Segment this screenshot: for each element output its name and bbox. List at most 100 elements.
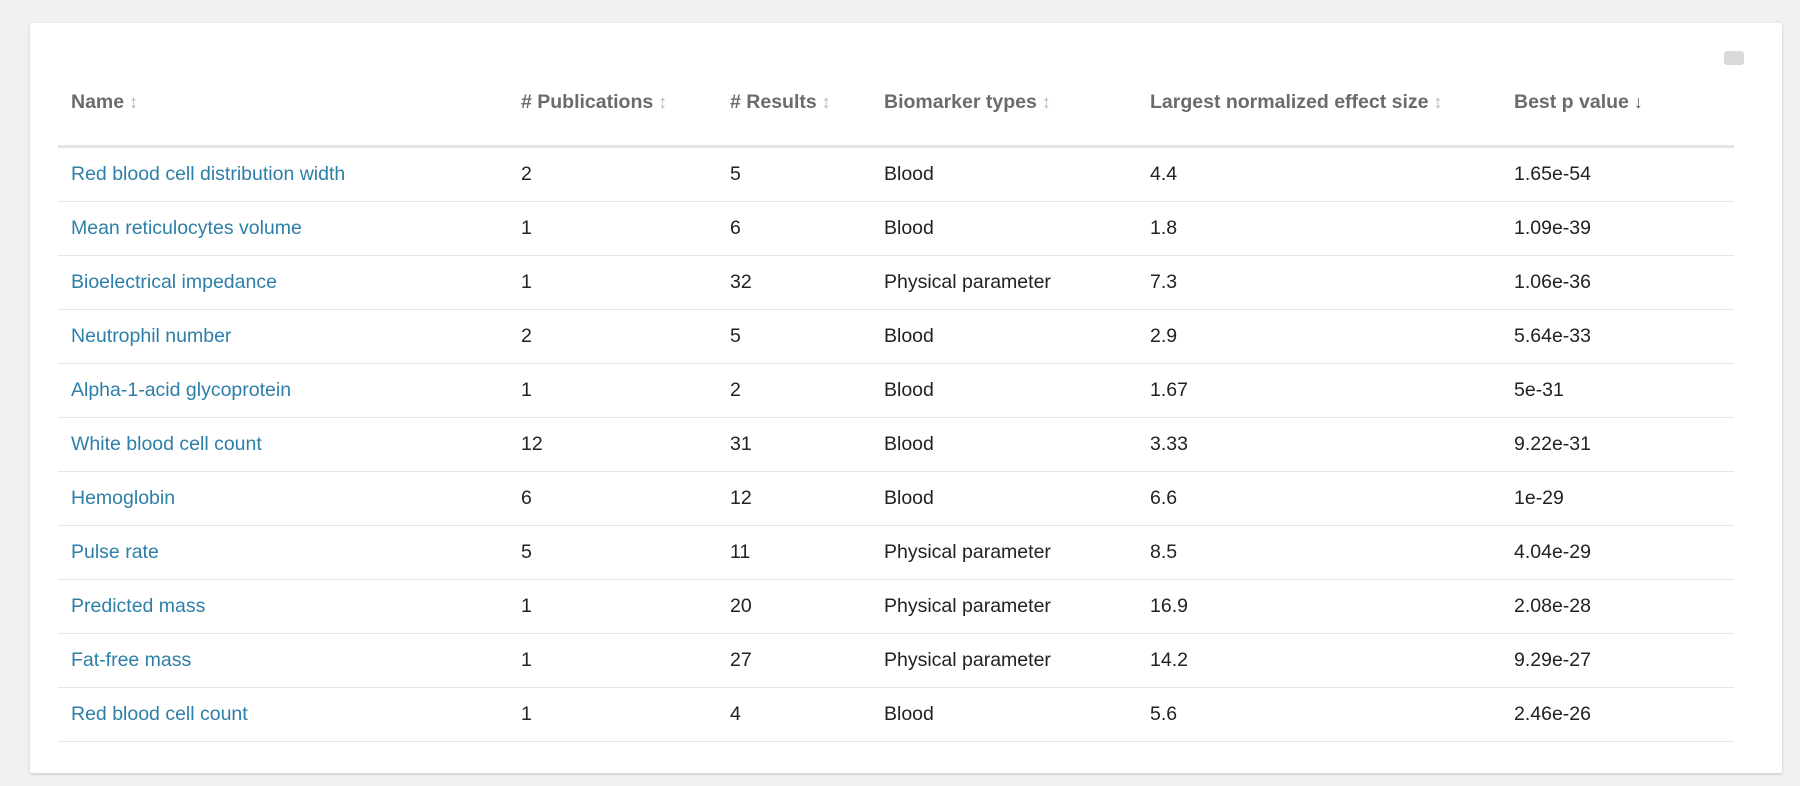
column-header-effect-size[interactable]: Largest normalized effect size ↕ bbox=[1137, 59, 1501, 148]
biomarker-type: Physical parameter bbox=[884, 649, 1051, 671]
table-cell: 5 bbox=[717, 309, 871, 364]
publications-count: 12 bbox=[521, 433, 543, 455]
table-cell: Physical parameter bbox=[871, 579, 1137, 634]
table-cell: 1.8 bbox=[1137, 201, 1501, 256]
biomarker-type: Blood bbox=[884, 325, 934, 347]
table-cell: White blood cell count bbox=[58, 417, 508, 472]
effect-size: 1.8 bbox=[1150, 217, 1178, 239]
biomarker-name-link[interactable]: Red blood cell distribution width bbox=[71, 163, 346, 185]
biomarker-type: Blood bbox=[884, 703, 934, 725]
table-cell: Blood bbox=[871, 363, 1137, 418]
best-p-value: 9.22e-31 bbox=[1514, 433, 1591, 455]
table-cell: 1.65e-54 bbox=[1501, 146, 1734, 202]
table-cell: Blood bbox=[871, 687, 1137, 742]
sort-icon[interactable]: ↕ bbox=[821, 91, 831, 112]
biomarker-name-link[interactable]: Bioelectrical impedance bbox=[71, 271, 277, 293]
table-cell: 32 bbox=[717, 255, 871, 310]
table-row: Predicted mass 1 20 Physical parameter 16.9 2… bbox=[58, 579, 1734, 634]
results-count: 20 bbox=[730, 595, 752, 617]
table-cell: Alpha-1-acid glycoprotein bbox=[58, 363, 508, 418]
biomarker-name-link[interactable]: Neutrophil number bbox=[71, 325, 232, 347]
table-row: Mean reticulocytes volume 1 6 Blood 1.8 1.09e… bbox=[58, 201, 1734, 256]
column-header-best-p-value[interactable]: Best p value ↓ bbox=[1501, 59, 1734, 148]
biomarker-table: Name ↕ # Publications ↕ # Results ↕ Biomark… bbox=[58, 59, 1734, 742]
best-p-value: 1.06e-36 bbox=[1514, 271, 1591, 293]
table-cell: 12 bbox=[717, 471, 871, 526]
table-cell: 12 bbox=[508, 417, 717, 472]
biomarker-type: Physical parameter bbox=[884, 595, 1051, 617]
table-cell: 4.04e-29 bbox=[1501, 525, 1734, 580]
column-header-name[interactable]: Name ↕ bbox=[58, 59, 508, 148]
table-cell: Predicted mass bbox=[58, 579, 508, 634]
publications-count: 1 bbox=[521, 217, 532, 239]
table-cell: Blood bbox=[871, 417, 1137, 472]
results-count: 27 bbox=[730, 649, 752, 671]
table-cell: 11 bbox=[717, 525, 871, 580]
column-header-results[interactable]: # Results ↕ bbox=[717, 59, 871, 148]
table-cell: 5.6 bbox=[1137, 687, 1501, 742]
table-cell: 7.3 bbox=[1137, 255, 1501, 310]
table-cell: 2 bbox=[508, 309, 717, 364]
table-cell: 1 bbox=[508, 363, 717, 418]
best-p-value: 1.65e-54 bbox=[1514, 163, 1591, 185]
results-count: 32 bbox=[730, 271, 752, 293]
effect-size: 8.5 bbox=[1150, 541, 1178, 563]
table-cell: 31 bbox=[717, 417, 871, 472]
biomarker-type: Blood bbox=[884, 379, 934, 401]
table-body: Red blood cell distribution width 2 5 Blood… bbox=[58, 146, 1734, 742]
table-cell: 1 bbox=[508, 255, 717, 310]
sort-icon[interactable]: ↕ bbox=[1041, 91, 1051, 112]
biomarker-name-link[interactable]: Hemoglobin bbox=[71, 487, 176, 509]
table-cell: Physical parameter bbox=[871, 525, 1137, 580]
biomarker-name-link[interactable]: Pulse rate bbox=[71, 541, 159, 563]
publications-count: 1 bbox=[521, 271, 532, 293]
table-cell: Mean reticulocytes volume bbox=[58, 201, 508, 256]
table-row: White blood cell count 12 31 Blood 3.33 9.22e… bbox=[58, 417, 1734, 472]
biomarker-name-link[interactable]: White blood cell count bbox=[71, 433, 262, 455]
best-p-value: 4.04e-29 bbox=[1514, 541, 1591, 563]
effect-size: 7.3 bbox=[1150, 271, 1178, 293]
sort-icon[interactable]: ↕ bbox=[1433, 91, 1443, 112]
table-cell: 1 bbox=[508, 201, 717, 256]
table-cell: Blood bbox=[871, 201, 1137, 256]
table-cell: Neutrophil number bbox=[58, 309, 508, 364]
biomarker-name-link[interactable]: Mean reticulocytes volume bbox=[71, 217, 302, 239]
table-cell: 4 bbox=[717, 687, 871, 742]
column-header-biomarker-types[interactable]: Biomarker types ↕ bbox=[871, 59, 1137, 148]
publications-count: 1 bbox=[521, 649, 532, 671]
table-cell: Pulse rate bbox=[58, 525, 508, 580]
sort-icon[interactable]: ↕ bbox=[658, 91, 668, 112]
table-row: Red blood cell count 1 4 Blood 5.6 2.46e-26 bbox=[58, 687, 1734, 742]
sort-desc-icon[interactable]: ↓ bbox=[1633, 91, 1643, 112]
table-cell: 8.5 bbox=[1137, 525, 1501, 580]
results-count: 4 bbox=[730, 703, 741, 725]
table-cell: 20 bbox=[717, 579, 871, 634]
biomarker-type: Blood bbox=[884, 433, 934, 455]
effect-size: 4.4 bbox=[1150, 163, 1178, 185]
best-p-value: 9.29e-27 bbox=[1514, 649, 1591, 671]
sort-icon[interactable]: ↕ bbox=[129, 91, 139, 112]
table-row: Pulse rate 5 11 Physical parameter 8.5 4.04e-… bbox=[58, 525, 1734, 580]
results-count: 5 bbox=[730, 163, 741, 185]
biomarker-name-link[interactable]: Fat-free mass bbox=[71, 649, 192, 671]
column-header-publications[interactable]: # Publications ↕ bbox=[508, 59, 717, 148]
biomarker-name-link[interactable]: Alpha-1-acid glycoprotein bbox=[71, 379, 292, 401]
results-count: 5 bbox=[730, 325, 741, 347]
table-cell: 9.22e-31 bbox=[1501, 417, 1734, 472]
table-cell: 1.06e-36 bbox=[1501, 255, 1734, 310]
publications-count: 1 bbox=[521, 703, 532, 725]
table-row: Bioelectrical impedance 1 32 Physical param… bbox=[58, 255, 1734, 310]
effect-size: 1.67 bbox=[1150, 379, 1188, 401]
table-cell: 6 bbox=[717, 201, 871, 256]
biomarker-type: Blood bbox=[884, 487, 934, 509]
publications-count: 6 bbox=[521, 487, 532, 509]
results-count: 12 bbox=[730, 487, 752, 509]
biomarker-name-link[interactable]: Red blood cell count bbox=[71, 703, 248, 725]
table-cell: Bioelectrical impedance bbox=[58, 255, 508, 310]
table-cell: Red blood cell count bbox=[58, 687, 508, 742]
table-cell: Blood bbox=[871, 471, 1137, 526]
biomarker-name-link[interactable]: Predicted mass bbox=[71, 595, 206, 617]
table-cell: 3.33 bbox=[1137, 417, 1501, 472]
table-cell: Blood bbox=[871, 146, 1137, 202]
effect-size: 6.6 bbox=[1150, 487, 1178, 509]
